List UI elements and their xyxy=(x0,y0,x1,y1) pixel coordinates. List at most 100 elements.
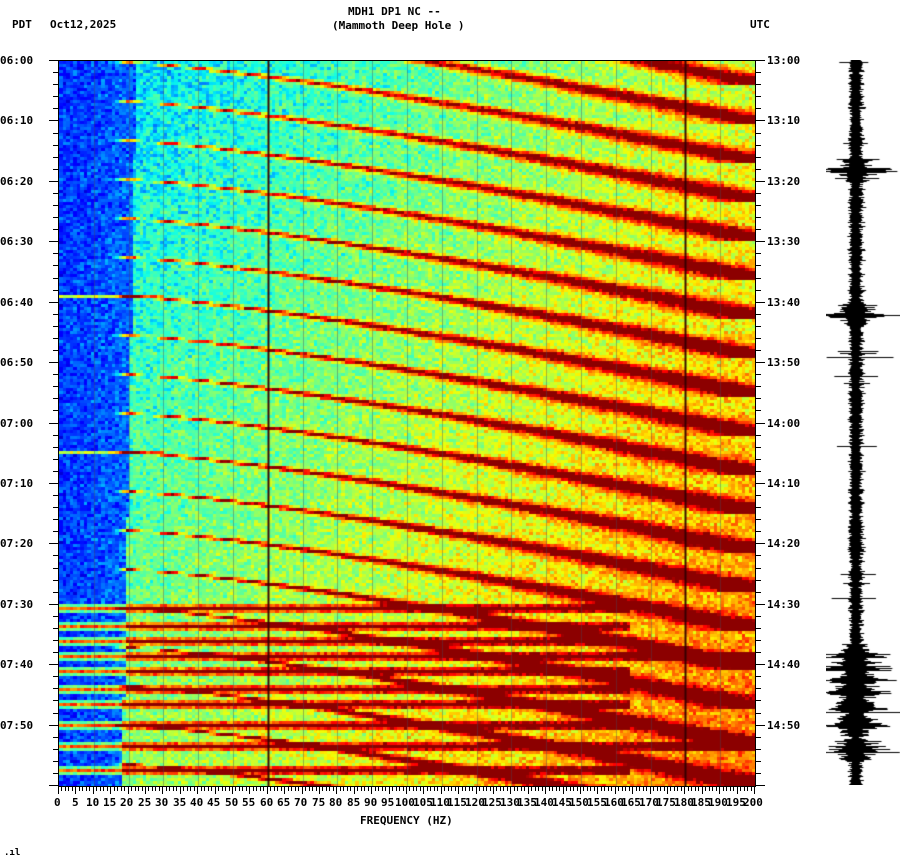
axis-major-tick xyxy=(58,786,59,794)
axis-major-tick xyxy=(249,786,250,794)
axis-major-tick xyxy=(755,241,765,242)
frequency-tick-label: 105 xyxy=(413,796,433,809)
axis-major-tick xyxy=(580,786,581,794)
axis-major-tick xyxy=(284,786,285,794)
axis-major-tick xyxy=(110,786,111,794)
axis-major-tick xyxy=(755,664,765,665)
axis-major-tick xyxy=(563,786,564,794)
axis-major-tick xyxy=(719,786,720,794)
frequency-tick-label: 65 xyxy=(277,796,291,809)
axis-major-tick xyxy=(162,786,163,794)
frequency-tick-label: 125 xyxy=(482,796,502,809)
axis-major-tick xyxy=(423,786,424,794)
frequency-tick-label: 180 xyxy=(674,796,694,809)
axis-major-tick xyxy=(755,60,765,61)
frequency-tick-label: 195 xyxy=(726,796,746,809)
frequency-tick-label: 145 xyxy=(552,796,572,809)
frequency-tick-label: 110 xyxy=(430,796,450,809)
frequency-tick-label: 200 xyxy=(743,796,763,809)
axis-major-tick xyxy=(354,786,355,794)
frequency-tick-label: 120 xyxy=(465,796,485,809)
frequency-tick-label: 10 xyxy=(86,796,100,809)
frequency-tick-label: 85 xyxy=(347,796,361,809)
frequency-tick-label: 115 xyxy=(447,796,467,809)
frequency-tick-label: 70 xyxy=(294,796,308,809)
time-tick-label-utc: 14:50 xyxy=(767,719,801,732)
frequency-tick-label: 135 xyxy=(517,796,537,809)
time-axis-pdt: 06:00 06:10 06:20 06:30 06:40 06:50 07:00 07:10… xyxy=(0,54,59,787)
axis-major-tick xyxy=(754,786,755,794)
axis-major-tick xyxy=(493,786,494,794)
frequency-tick-label: 0 xyxy=(54,796,61,809)
frequency-tick-label: 30 xyxy=(155,796,169,809)
axis-major-tick xyxy=(755,543,765,544)
axis-major-tick xyxy=(755,604,765,605)
axis-major-tick xyxy=(702,786,703,794)
frequency-tick-label: 45 xyxy=(207,796,221,809)
axis-major-tick xyxy=(336,786,337,794)
time-tick-label-utc: 13:10 xyxy=(767,114,801,127)
axis-major-tick xyxy=(197,786,198,794)
time-tick-label-utc: 13:00 xyxy=(767,54,801,67)
frequency-tick-label: 35 xyxy=(173,796,187,809)
time-tick-label-pdt: 06:50 xyxy=(0,356,34,369)
time-tick-label-utc: 14:10 xyxy=(767,477,801,490)
axis-major-tick xyxy=(528,786,529,794)
frequency-tick-label: 15 xyxy=(103,796,117,809)
axis-major-tick xyxy=(302,786,303,794)
timezone-label-left: PDT xyxy=(12,18,32,31)
frequency-axis-label: FREQUENCY (HZ) xyxy=(360,814,453,827)
frequency-tick-label: 130 xyxy=(500,796,520,809)
axis-major-tick xyxy=(632,786,633,794)
time-tick-label-pdt: 06:30 xyxy=(0,235,34,248)
axis-major-tick xyxy=(389,786,390,794)
frequency-tick-label: 40 xyxy=(190,796,204,809)
timezone-label-right: UTC xyxy=(750,18,770,31)
station-name-label: (Mammoth Deep Hole ) xyxy=(332,19,465,32)
axis-major-tick xyxy=(755,181,765,182)
axis-major-tick xyxy=(476,786,477,794)
frequency-tick-label: 140 xyxy=(534,796,554,809)
axis-major-tick xyxy=(371,786,372,794)
time-tick-label-pdt: 07:10 xyxy=(0,477,34,490)
frequency-tick-label: 100 xyxy=(395,796,415,809)
axis-major-tick xyxy=(597,786,598,794)
time-tick-label-utc: 14:20 xyxy=(767,537,801,550)
time-tick-label-pdt: 07:30 xyxy=(0,598,34,611)
spectrogram-image xyxy=(59,61,755,786)
frequency-tick-label: 150 xyxy=(569,796,589,809)
axis-major-tick xyxy=(75,786,76,794)
frequency-tick-label: 95 xyxy=(381,796,395,809)
axis-major-tick xyxy=(755,785,765,786)
axis-major-tick xyxy=(319,786,320,794)
axis-major-tick xyxy=(755,120,765,121)
time-tick-label-utc: 13:50 xyxy=(767,356,801,369)
time-tick-label-pdt: 07:20 xyxy=(0,537,34,550)
corner-artifact-mark: .ıl xyxy=(4,848,21,858)
frequency-tick-label: 170 xyxy=(639,796,659,809)
frequency-tick-label: 50 xyxy=(225,796,239,809)
frequency-tick-label: 160 xyxy=(604,796,624,809)
axis-major-tick xyxy=(510,786,511,794)
time-tick-label-utc: 13:40 xyxy=(767,296,801,309)
axis-major-tick xyxy=(441,786,442,794)
axis-major-tick xyxy=(755,423,765,424)
frequency-tick-label: 165 xyxy=(621,796,641,809)
time-tick-label-utc: 14:40 xyxy=(767,658,801,671)
axis-major-tick xyxy=(93,786,94,794)
axis-major-tick xyxy=(458,786,459,794)
frequency-tick-label: 60 xyxy=(260,796,274,809)
axis-major-tick xyxy=(145,786,146,794)
spectrogram-plot xyxy=(58,60,756,787)
axis-major-tick xyxy=(755,725,765,726)
axis-major-tick xyxy=(755,362,765,363)
seismogram-image xyxy=(826,60,900,785)
axis-major-tick xyxy=(755,302,765,303)
time-tick-label-pdt: 07:00 xyxy=(0,417,34,430)
time-tick-label-utc: 13:20 xyxy=(767,175,801,188)
date-label: Oct12,2025 xyxy=(50,18,117,31)
frequency-tick-label: 55 xyxy=(242,796,256,809)
axis-major-tick xyxy=(615,786,616,794)
axis-major-tick xyxy=(650,786,651,794)
time-tick-label-pdt: 06:00 xyxy=(0,54,34,67)
